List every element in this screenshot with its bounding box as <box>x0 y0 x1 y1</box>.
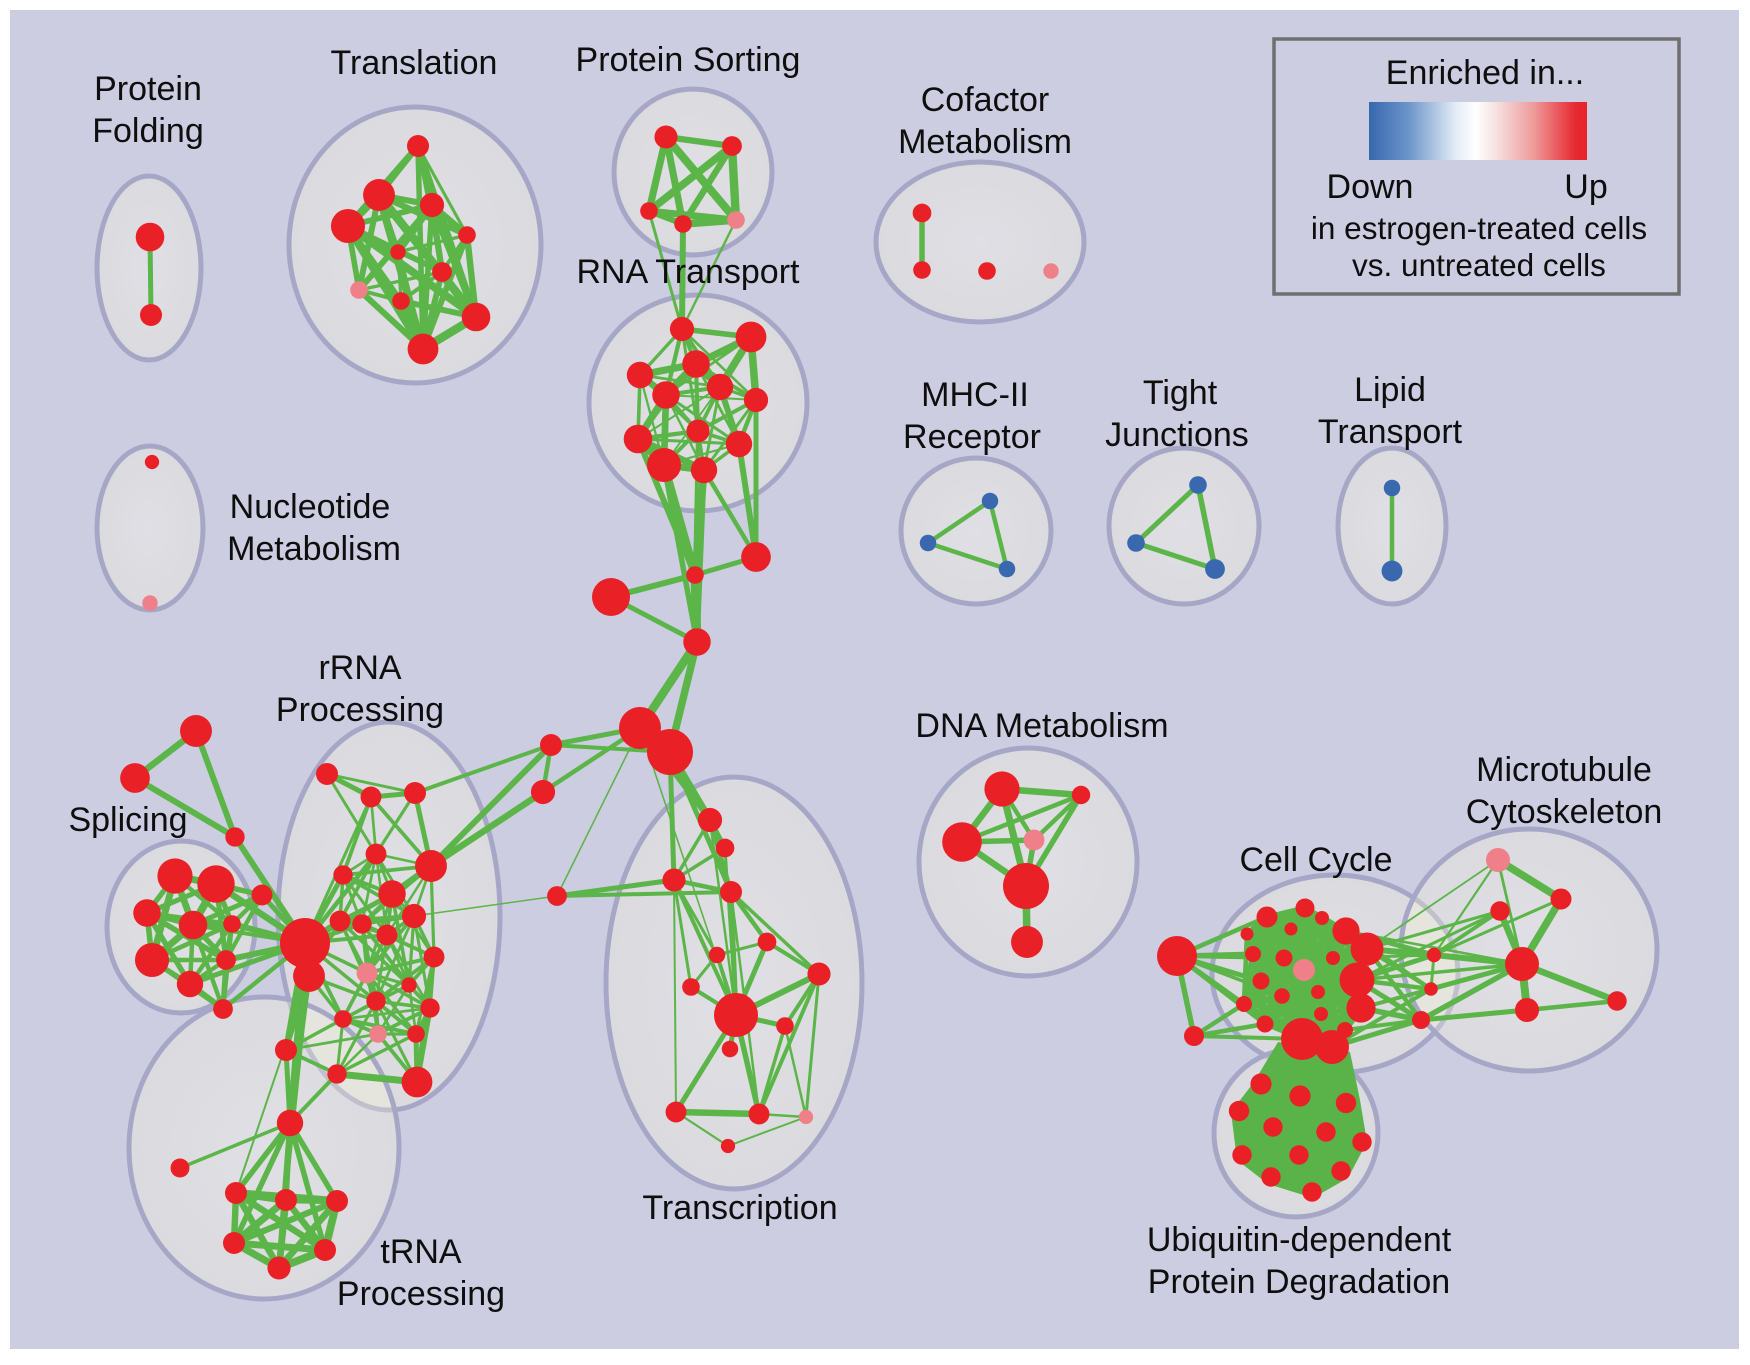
svg-text:Cofactor: Cofactor <box>921 81 1050 119</box>
svg-text:Enriched in...: Enriched in... <box>1386 54 1584 92</box>
svg-text:Nucleotide: Nucleotide <box>230 488 391 526</box>
svg-text:in estrogen-treated cells: in estrogen-treated cells <box>1311 210 1647 246</box>
svg-text:Cytoskeleton: Cytoskeleton <box>1466 793 1663 831</box>
svg-text:Lipid: Lipid <box>1354 371 1426 409</box>
svg-text:Receptor: Receptor <box>903 418 1041 456</box>
svg-text:Protein Sorting: Protein Sorting <box>576 41 801 79</box>
svg-text:Protein Degradation: Protein Degradation <box>1148 1263 1450 1301</box>
svg-text:Junctions: Junctions <box>1105 416 1249 454</box>
svg-text:Processing: Processing <box>276 691 444 729</box>
svg-text:Ubiquitin-dependent: Ubiquitin-dependent <box>1147 1221 1452 1259</box>
svg-text:Transcription: Transcription <box>642 1189 837 1227</box>
svg-text:Splicing: Splicing <box>68 801 187 839</box>
svg-text:DNA Metabolism: DNA Metabolism <box>915 707 1168 745</box>
svg-text:Processing: Processing <box>337 1275 505 1313</box>
svg-text:tRNA: tRNA <box>380 1233 462 1271</box>
svg-text:Tight: Tight <box>1143 374 1218 412</box>
svg-text:Transport: Transport <box>1318 413 1463 451</box>
svg-text:RNA Transport: RNA Transport <box>577 253 801 291</box>
svg-text:vs. untreated cells: vs. untreated cells <box>1352 247 1606 283</box>
svg-text:Down: Down <box>1327 168 1414 206</box>
svg-text:Metabolism: Metabolism <box>898 123 1072 161</box>
svg-text:Cell Cycle: Cell Cycle <box>1239 841 1392 879</box>
svg-text:Folding: Folding <box>92 112 204 150</box>
svg-text:MHC-II: MHC-II <box>921 376 1029 414</box>
svg-text:Metabolism: Metabolism <box>227 530 401 568</box>
svg-text:Translation: Translation <box>331 44 498 82</box>
svg-text:rRNA: rRNA <box>318 649 401 687</box>
svg-text:Microtubule: Microtubule <box>1476 751 1652 789</box>
svg-text:Up: Up <box>1564 168 1607 206</box>
svg-text:Protein: Protein <box>94 70 202 108</box>
